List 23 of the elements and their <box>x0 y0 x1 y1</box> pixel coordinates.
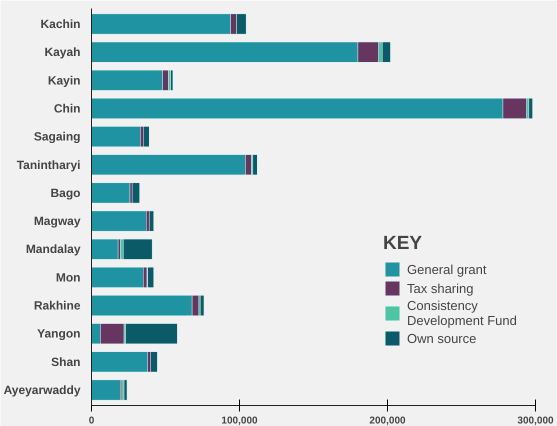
y-tick-label: Mandalay <box>26 242 81 256</box>
x-tick-label: 0 <box>88 416 95 426</box>
y-tick-label: Chin <box>54 101 81 116</box>
y-tick-label: Mon <box>56 270 80 284</box>
x-tick-label: 300,000 <box>517 416 554 426</box>
y-tick-label: Shan <box>51 354 81 369</box>
y-tick-label: Kachin <box>40 16 81 31</box>
y-tick-label: Rakhine <box>34 298 81 313</box>
legend-label: Tax sharing <box>407 280 474 296</box>
y-tick-label: Kayah <box>44 45 81 60</box>
legend-title: KEY <box>383 233 424 255</box>
y-tick-label: Magway <box>34 214 81 228</box>
y-tick-label: Kayin <box>48 73 81 88</box>
x-tick-label: 200,000 <box>369 416 406 426</box>
y-tick-label: Bago <box>50 186 80 200</box>
legend-label: Own source <box>407 330 476 346</box>
x-tick-label: 100,000 <box>221 416 258 426</box>
y-tick-label: Ayeyarwaddy <box>4 383 81 398</box>
y-tick-label: Yangon <box>37 326 81 341</box>
legend-label: General grant <box>407 262 486 276</box>
legend-label: Consistency Development Fund <box>407 298 517 328</box>
y-tick-label: Tanintharyi <box>16 158 81 172</box>
y-tick-label: Sagaing <box>34 130 81 144</box>
